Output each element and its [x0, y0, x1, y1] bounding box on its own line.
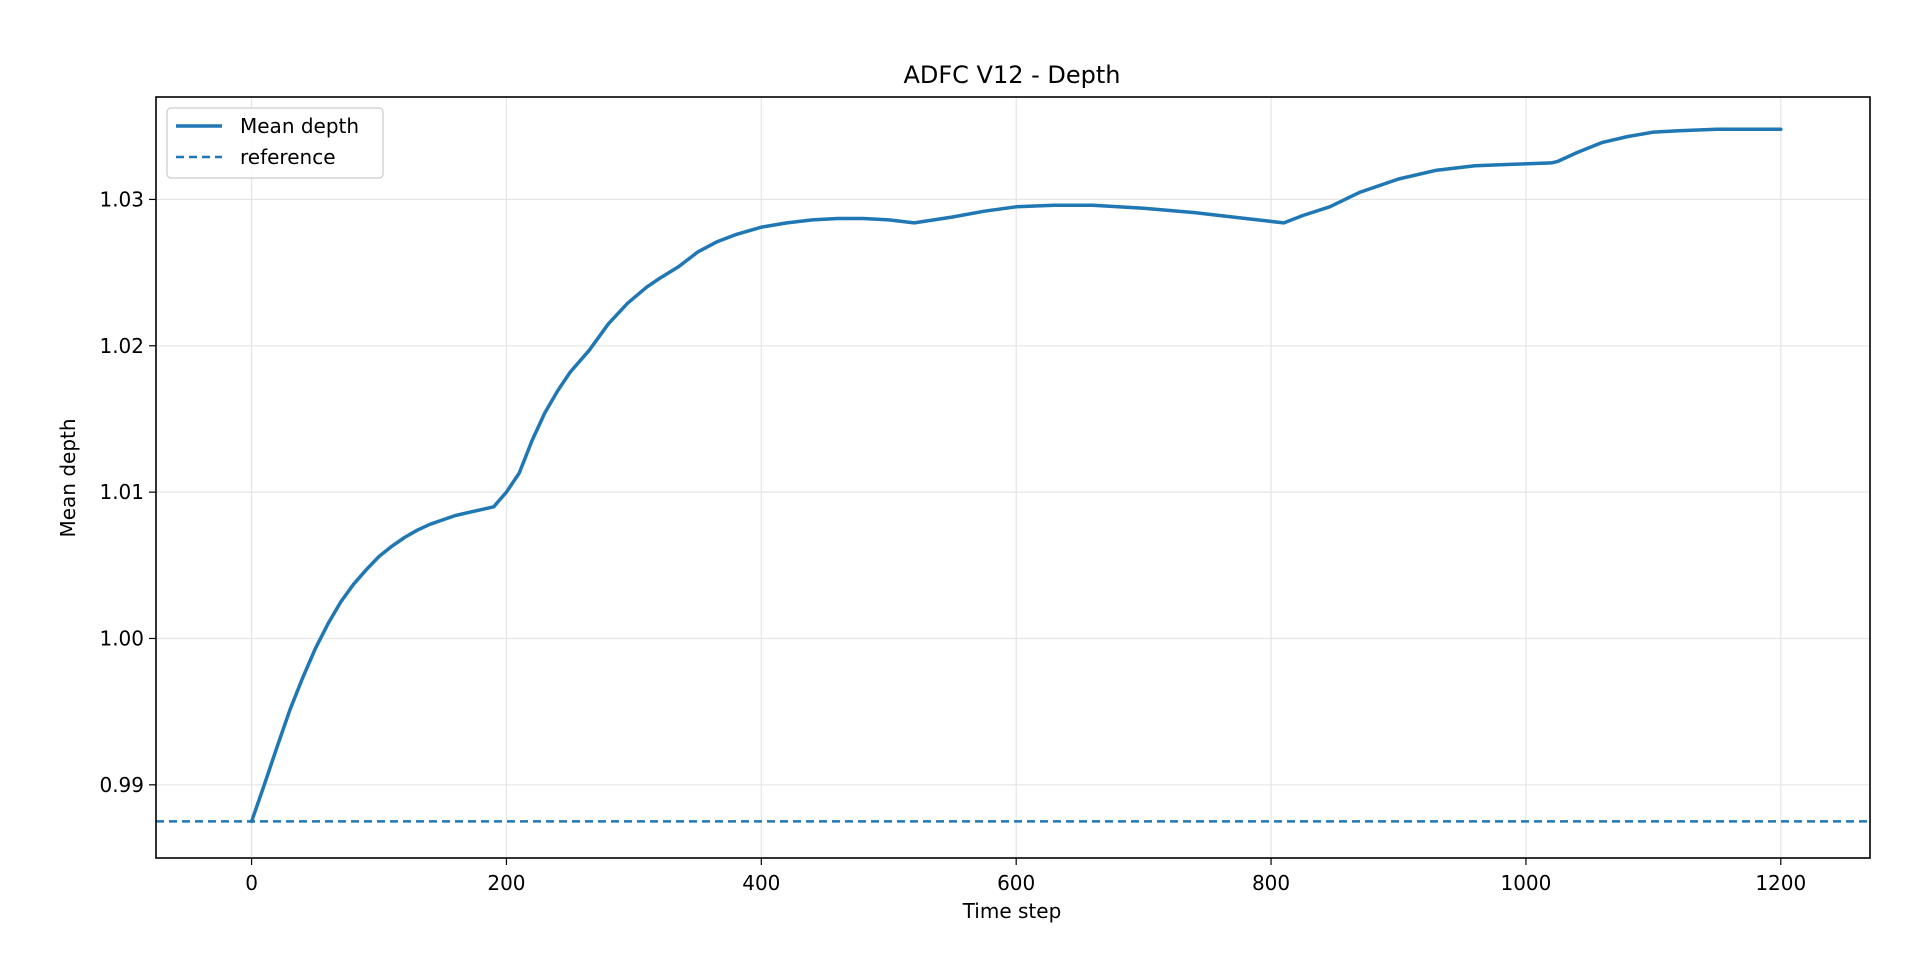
x-tick-label: 0 [245, 871, 258, 895]
chart-title: ADFC V12 - Depth [903, 61, 1120, 89]
grid [156, 97, 1870, 858]
y-tick-label: 1.00 [99, 626, 144, 650]
x-axis: 0 200 400 600 800 1000 1200 [245, 858, 1806, 895]
plot-frame [155, 96, 1871, 859]
x-tick-label: 200 [487, 871, 525, 895]
legend-label-reference: reference [240, 145, 336, 169]
y-axis: 0.99 1.00 1.01 1.02 1.03 [99, 187, 156, 797]
mean-depth-line [249, 127, 1783, 824]
y-tick-label: 1.01 [99, 480, 144, 504]
y-axis-label: Mean depth [56, 418, 80, 537]
series-layer [156, 127, 1870, 824]
x-tick-label: 600 [997, 871, 1035, 895]
x-axis-label: Time step [962, 899, 1062, 923]
y-tick-label: 1.03 [99, 187, 144, 211]
x-tick-label: 800 [1252, 871, 1290, 895]
x-tick-label: 400 [742, 871, 780, 895]
y-tick-label: 0.99 [99, 773, 144, 797]
legend-label-mean-depth: Mean depth [240, 114, 359, 138]
y-tick-label: 1.02 [99, 334, 144, 358]
legend: Mean depth reference [166, 107, 384, 179]
x-tick-label: 1000 [1500, 871, 1551, 895]
x-tick-label: 1200 [1755, 871, 1806, 895]
